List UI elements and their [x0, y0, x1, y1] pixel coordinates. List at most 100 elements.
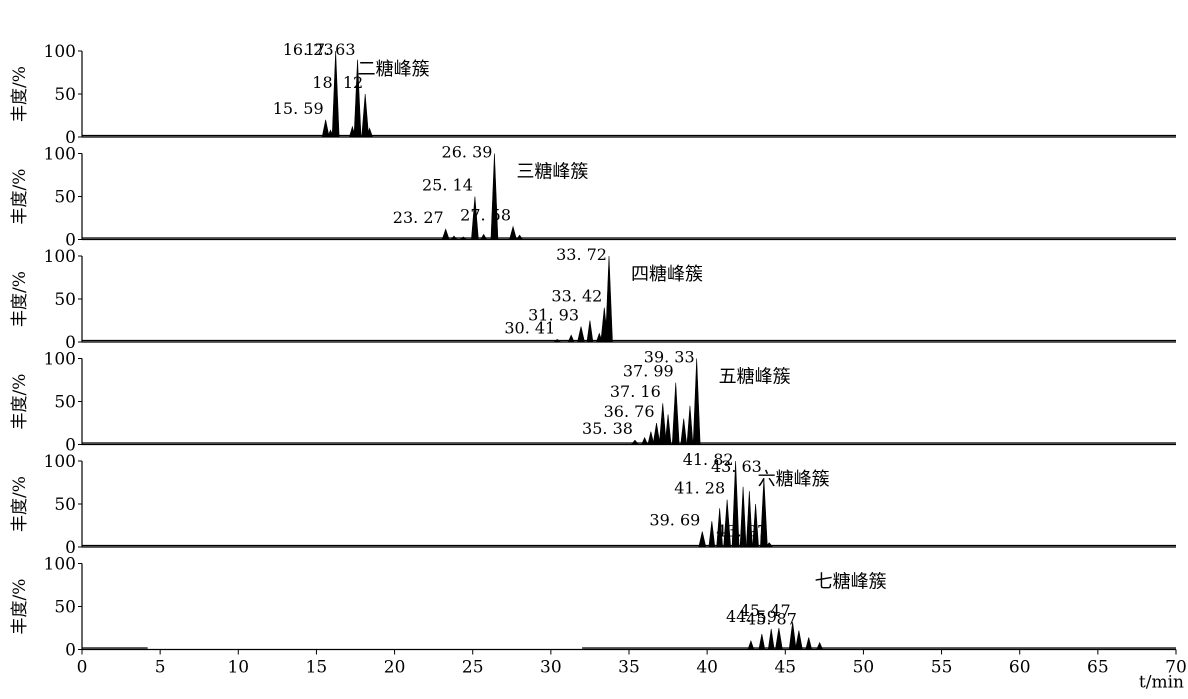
- y-tick-label: 100: [44, 247, 76, 267]
- y-tick-label: 50: [54, 393, 76, 413]
- y-tick-label: 100: [44, 145, 76, 165]
- peak-label: 26. 39: [442, 143, 493, 162]
- peak: [788, 621, 797, 650]
- minor-peak: [480, 233, 488, 240]
- peak-label: 37. 99: [623, 362, 674, 381]
- peak: [658, 403, 667, 445]
- x-tick-label: 30: [540, 658, 562, 678]
- peak-label: 36. 76: [604, 402, 655, 421]
- peak-label: 45. 87: [746, 610, 797, 629]
- minor-peak: [664, 414, 672, 445]
- peak: [490, 153, 499, 240]
- peak: [361, 93, 370, 138]
- cluster-annotation: 六糖峰簇: [758, 469, 830, 490]
- minor-peak: [680, 418, 688, 445]
- minor-peak: [739, 486, 747, 548]
- x-axis-label: t/min: [1139, 673, 1184, 693]
- minor-peak: [767, 628, 775, 650]
- y-axis-label: 丰度/%: [10, 66, 30, 122]
- peak: [775, 627, 783, 650]
- peak: [795, 630, 803, 650]
- peak-label: 44. 59: [726, 607, 777, 626]
- peak: [731, 460, 740, 548]
- y-tick-label: 0: [65, 538, 76, 558]
- peak-label: 33. 42: [551, 287, 602, 306]
- minor-peak: [758, 633, 766, 650]
- peak: [321, 119, 330, 138]
- y-tick-label: 0: [65, 333, 76, 353]
- minor-peak: [459, 236, 468, 240]
- minor-peak: [686, 405, 694, 445]
- peak: [577, 326, 585, 343]
- cluster-annotation: 五糖峰簇: [719, 367, 791, 388]
- y-tick-label: 0: [65, 128, 76, 148]
- minor-peak: [450, 235, 458, 240]
- minor-peak: [805, 637, 813, 650]
- y-axis-label: 丰度/%: [10, 476, 30, 532]
- y-tick-label: 50: [54, 598, 76, 618]
- y-tick-label: 0: [65, 231, 76, 251]
- peak: [331, 50, 340, 138]
- x-tick-label: 40: [696, 658, 718, 678]
- cluster-annotation: 三糖峰簇: [516, 162, 588, 183]
- peak-label: 35. 38: [582, 419, 633, 438]
- minor-peak: [708, 521, 716, 548]
- minor-peak: [747, 639, 755, 650]
- y-axis-label: 丰度/%: [10, 579, 30, 635]
- x-tick-label: 60: [1009, 658, 1031, 678]
- peak-label: 39. 69: [649, 511, 700, 530]
- minor-peak: [586, 320, 594, 343]
- peak: [760, 478, 768, 548]
- peak-label: 33. 72: [556, 245, 607, 264]
- peak-label: 27. 58: [460, 206, 511, 225]
- peak-label: 25. 14: [422, 176, 473, 195]
- y-tick-label: 0: [65, 641, 76, 661]
- peak-label: 45. 47: [740, 601, 791, 620]
- peak: [605, 255, 613, 343]
- x-tick-label: 15: [306, 658, 328, 678]
- peak: [765, 542, 774, 548]
- x-tick-label: 45: [774, 658, 796, 678]
- peak: [509, 225, 517, 240]
- peak-label: 16. 23: [283, 40, 334, 59]
- x-tick-label: 50: [853, 658, 875, 678]
- x-tick-label: 10: [227, 658, 249, 678]
- x-tick-label: 65: [1087, 658, 1109, 678]
- peak: [652, 422, 661, 445]
- minor-peak: [641, 436, 649, 445]
- peak-label: 31. 93: [528, 306, 579, 325]
- x-tick-label: 25: [462, 658, 484, 678]
- minor-peak: [816, 641, 824, 650]
- minor-peak: [716, 508, 723, 548]
- peak-label: 30. 41: [504, 318, 555, 337]
- x-tick-label: 35: [618, 658, 640, 678]
- y-tick-label: 100: [44, 452, 76, 472]
- peak: [671, 382, 680, 445]
- peak: [698, 531, 707, 548]
- peak: [723, 499, 731, 548]
- y-tick-label: 50: [54, 188, 76, 208]
- x-tick-label: 5: [155, 658, 166, 678]
- peak-label: 43. 97: [716, 522, 767, 541]
- peak-label: 15. 59: [273, 99, 324, 118]
- peak-label: 43. 63: [711, 457, 762, 476]
- peak-label: 23. 27: [393, 208, 444, 227]
- panel-2: 100 50 0 丰度/% 23. 27 25. 14 26. 39 27. 58 三糖峰簇: [10, 143, 1176, 251]
- peak-label: 17. 63: [305, 40, 356, 59]
- y-tick-label: 100: [44, 42, 76, 62]
- minor-peak: [752, 503, 759, 548]
- y-axis-label: 丰度/%: [10, 169, 30, 225]
- peak: [692, 358, 701, 445]
- peak-label: 18. 12: [312, 73, 363, 92]
- minor-peak: [746, 491, 753, 548]
- y-tick-label: 50: [54, 290, 76, 310]
- minor-peak: [567, 334, 575, 343]
- y-axis-label: 丰度/%: [10, 271, 30, 327]
- y-tick-label: 50: [54, 495, 76, 515]
